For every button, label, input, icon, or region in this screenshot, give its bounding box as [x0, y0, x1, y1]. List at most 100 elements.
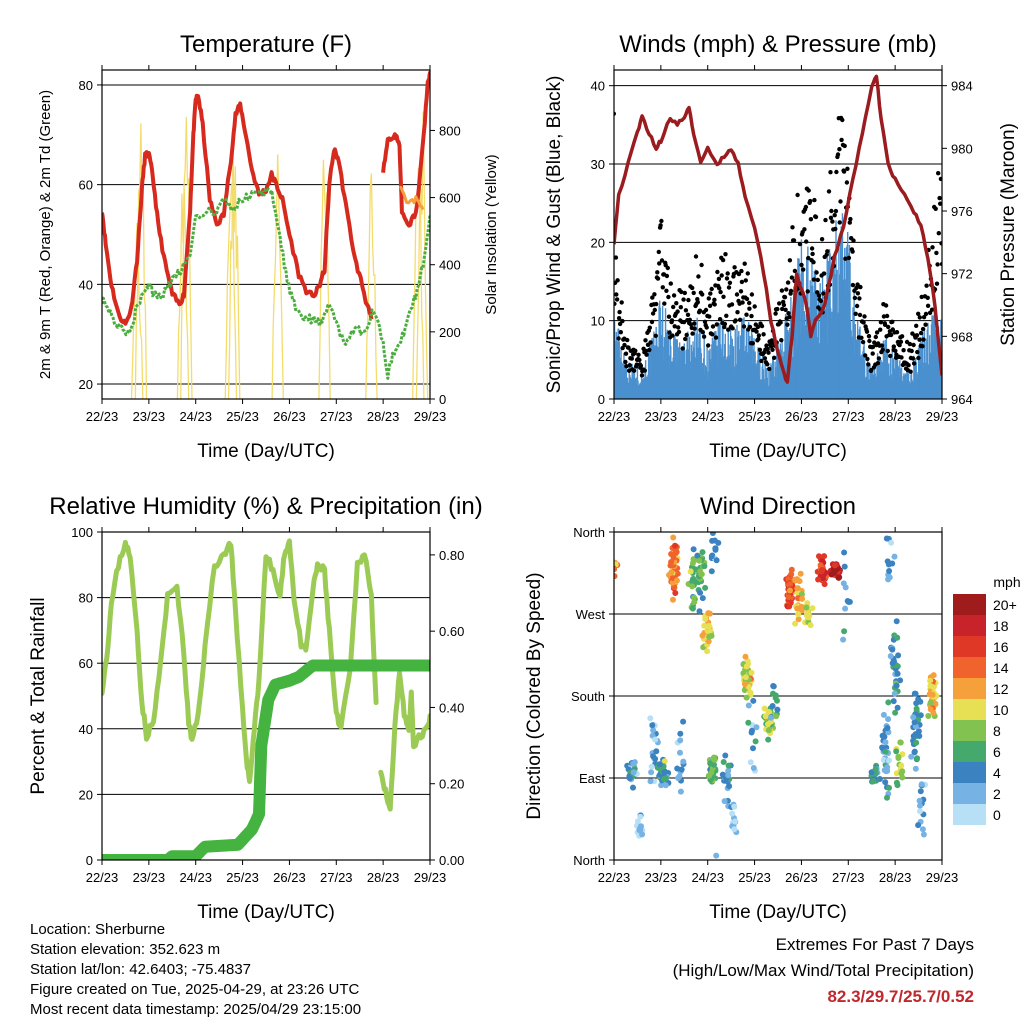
wind-direction-point — [809, 605, 816, 612]
wind-gust-point — [655, 270, 660, 275]
wind-gust-point — [686, 297, 691, 303]
wind-gust-point — [891, 344, 896, 349]
wind-gust-point — [782, 295, 788, 300]
wind-direction-point — [670, 554, 677, 561]
wind-direction-point — [713, 852, 720, 859]
wind-gust-point — [744, 296, 750, 302]
wind-gust-point — [717, 317, 723, 322]
wind-gust-point — [923, 322, 928, 327]
location-text: Location: Sherburne — [30, 921, 166, 938]
wind-gust-point — [832, 213, 837, 218]
wind-gust-point — [654, 301, 659, 307]
wind-direction-point — [708, 769, 715, 776]
wind-gust-point — [724, 276, 730, 281]
wind-gust-point — [795, 192, 800, 198]
wind-gust-point — [713, 335, 719, 340]
wind-gust-point — [837, 220, 842, 225]
wind-gust-point — [916, 311, 921, 316]
wind-direction-point — [725, 762, 732, 769]
wind-gust-point — [684, 332, 689, 338]
wind-direction-point — [765, 727, 772, 734]
wind-direction-point — [705, 638, 712, 645]
y-tick-label: 0 — [86, 853, 93, 868]
wind-gust-point — [854, 303, 860, 309]
wind-direction-point — [706, 633, 713, 640]
wind-direction-point — [885, 576, 892, 583]
wind-direction-point — [893, 770, 900, 777]
wind-gust-point — [781, 302, 787, 308]
wind-gust-point — [616, 336, 621, 341]
wind-direction-point — [879, 744, 886, 751]
wind-direction-point — [786, 603, 793, 610]
wind-direction-point — [927, 677, 934, 684]
wind-direction-point — [930, 709, 937, 716]
wind-gust-point — [906, 363, 911, 368]
wind-gust-point — [740, 300, 745, 305]
wind-direction-point — [747, 759, 754, 766]
wind-direction-point — [895, 652, 902, 659]
wind-gust-point — [647, 347, 652, 353]
wind-direction-point — [661, 769, 668, 776]
legend-swatch — [953, 594, 986, 615]
wind-direction-point — [819, 567, 826, 573]
wind-gust-point — [852, 295, 858, 301]
wind-gust-point — [720, 257, 726, 263]
x-tick-label: 28/23 — [879, 409, 912, 424]
wind-gust-point — [709, 286, 714, 292]
wind-gust-point — [787, 314, 792, 320]
wind-direction-point — [750, 697, 757, 704]
wind-gust-point — [844, 180, 850, 185]
wind-gust-point — [791, 238, 797, 243]
wind-direction-point — [914, 755, 921, 762]
wind-gust-point — [810, 251, 815, 257]
wind-gust-point — [690, 331, 695, 336]
wind-direction-point — [915, 822, 922, 829]
wind-gust-point — [933, 206, 938, 211]
wind-gust-point — [818, 298, 824, 304]
wind-direction-point — [673, 577, 680, 584]
y-tick-label: 40 — [79, 277, 93, 292]
wind-gust-point — [870, 351, 875, 356]
wind-direction-point — [798, 591, 805, 598]
panel-title: Relative Humidity (%) & Precipitation (i… — [49, 493, 482, 520]
wind-gust-point — [671, 293, 677, 298]
wind-gust-point — [850, 282, 856, 288]
wind-gust-point — [697, 308, 703, 313]
wind-gust-point — [914, 333, 920, 338]
legend-swatch — [953, 657, 986, 678]
wind-gust-point — [617, 309, 622, 315]
legend-label: 18 — [993, 618, 1009, 634]
wind-direction-point — [773, 713, 780, 720]
wind-gust-point — [921, 315, 927, 320]
legend-label: 4 — [993, 765, 1001, 781]
wind-direction-point — [674, 765, 681, 772]
x-tick-label: 25/23 — [738, 409, 771, 424]
wind-direction-point — [891, 658, 897, 665]
wind-gust-point — [706, 343, 711, 348]
legend-label: 0 — [993, 807, 1001, 823]
wind-gust-point — [734, 292, 740, 297]
wind-direction-point — [913, 705, 920, 712]
wind-gust-point — [639, 373, 645, 378]
wind-gust-point — [767, 366, 772, 372]
wind-gust-point — [708, 291, 713, 296]
wind-direction-point — [797, 570, 804, 577]
wind-gust-point — [650, 295, 655, 300]
wind-gust-point — [618, 330, 623, 335]
wind-gust-point — [838, 199, 843, 204]
wind-direction-point — [926, 691, 933, 698]
wind-direction-point — [911, 719, 918, 726]
wind-direction-point — [691, 599, 698, 606]
wind-gust-point — [785, 280, 791, 285]
y2-tick-label: 400 — [439, 258, 461, 273]
x-tick-label: 22/23 — [86, 409, 119, 424]
wind-gust-point — [757, 347, 763, 352]
wind-gust-point — [828, 215, 834, 220]
wind-gust-point — [884, 313, 890, 319]
wind-gust-point — [703, 307, 709, 313]
wind-direction-point — [705, 610, 712, 617]
wind-gust-point — [647, 325, 652, 330]
wind-gust-point — [682, 290, 687, 296]
wind-direction-point — [702, 616, 709, 622]
wind-gust-point — [878, 327, 883, 332]
